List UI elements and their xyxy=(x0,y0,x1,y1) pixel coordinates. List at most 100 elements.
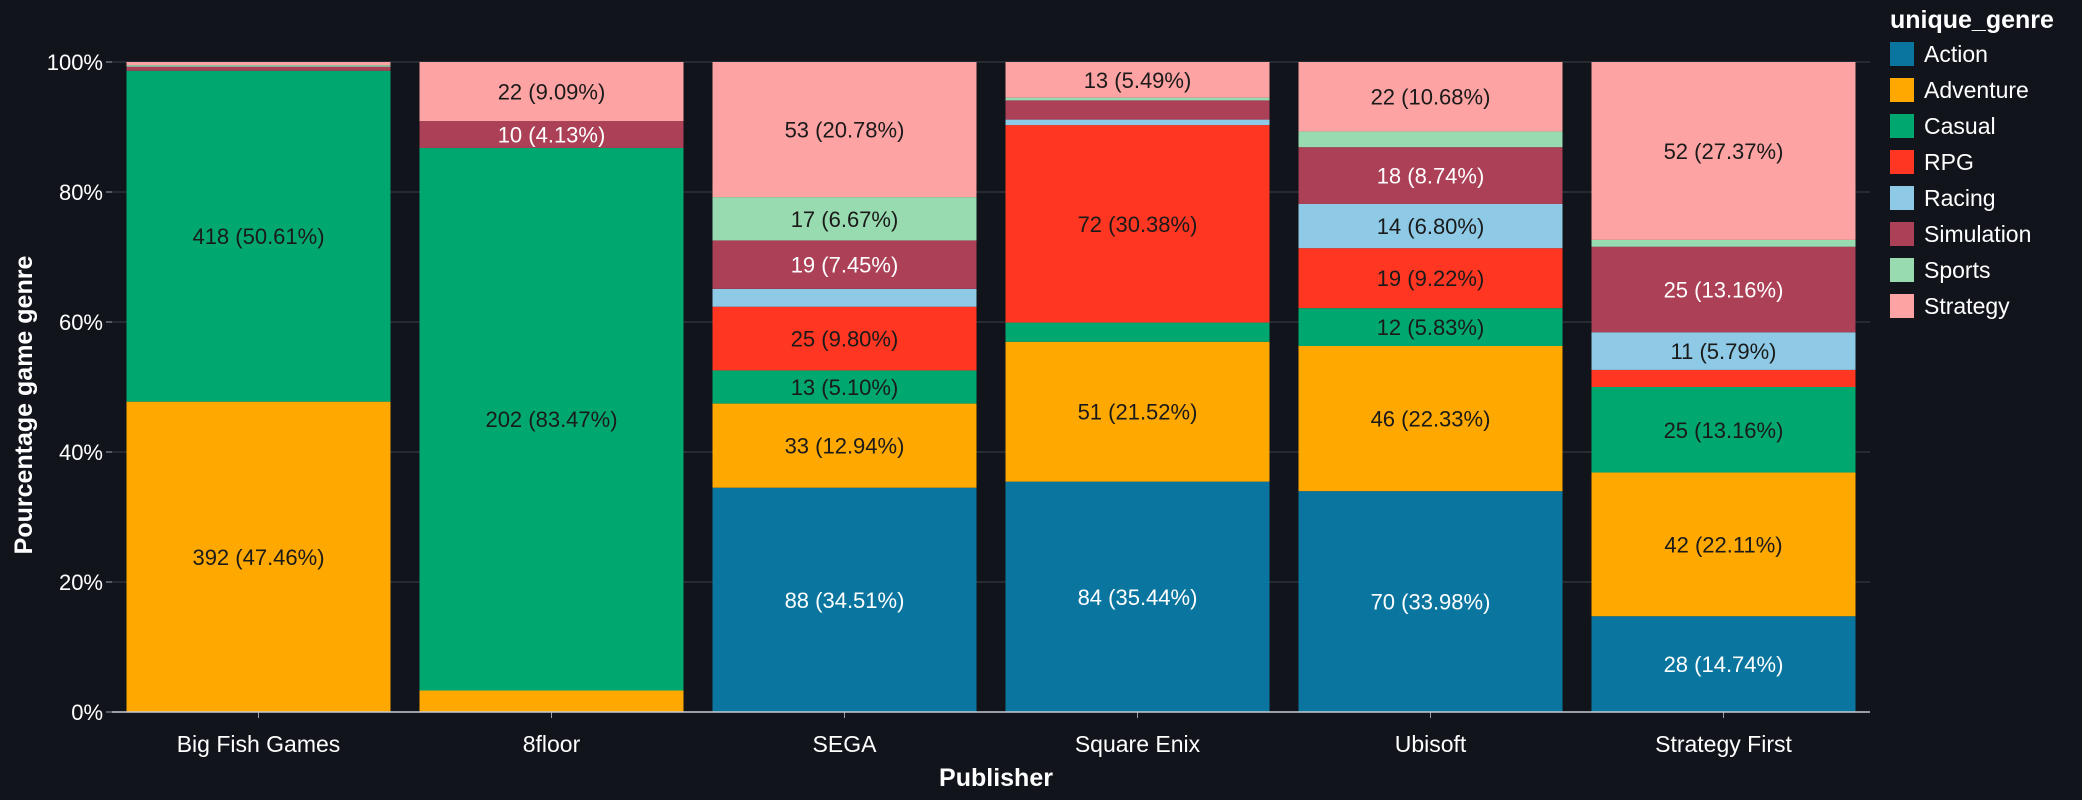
bar-value-label: 70 (33.98%) xyxy=(1371,590,1491,615)
legend-swatch-strategy xyxy=(1890,294,1914,318)
legend-swatch-action xyxy=(1890,42,1914,66)
bar-value-label: 25 (13.16%) xyxy=(1664,418,1784,443)
y-tick-label: 100% xyxy=(47,50,103,75)
legend-item-label: Strategy xyxy=(1924,293,2010,319)
bar-value-label: 19 (7.45%) xyxy=(791,253,899,278)
x-axis-title: Publisher xyxy=(939,764,1053,792)
bar-segment-casual xyxy=(1591,387,1856,473)
y-grid xyxy=(112,61,1870,583)
bar-segment-sports xyxy=(1298,131,1563,148)
legend-item-label: Sports xyxy=(1924,257,1990,283)
bar-value-label: 28 (14.74%) xyxy=(1664,652,1784,677)
x-tick-label: 8floor xyxy=(523,731,581,757)
bar-value-label: 25 (13.16%) xyxy=(1664,278,1784,303)
bar-segment-adventure xyxy=(712,403,977,488)
bar-segment-strategy xyxy=(1298,62,1563,132)
bar-value-label: 72 (30.38%) xyxy=(1078,212,1198,237)
bar-segment-rpg xyxy=(712,306,977,371)
bar-segment-action xyxy=(712,487,977,712)
x-axis: Big Fish Games 8floor SEGA Square Enix Ubiso… xyxy=(112,711,1870,757)
legend-swatch-racing xyxy=(1890,186,1914,210)
bar-segment-sports xyxy=(126,65,391,67)
bar-value-label: 88 (34.51%) xyxy=(785,588,905,613)
legend-item-label: Racing xyxy=(1924,185,1996,211)
bar-segment-racing xyxy=(712,288,977,307)
bar-segment-strategy xyxy=(1591,62,1856,240)
y-tick-label: 60% xyxy=(59,310,103,335)
bar-value-label: 12 (5.83%) xyxy=(1377,315,1485,340)
bar-segment-rpg xyxy=(1591,369,1856,387)
legend-item-label: Casual xyxy=(1924,113,1996,139)
legend-swatch-rpg xyxy=(1890,150,1914,174)
bar-segment-rpg xyxy=(1298,248,1563,309)
bar-value-label: 84 (35.44%) xyxy=(1078,585,1198,610)
x-tick-label: Strategy First xyxy=(1655,731,1792,757)
y-tick-label: 40% xyxy=(59,440,103,465)
y-tick-label: 0% xyxy=(71,700,103,725)
bar-labels-layer: 392 (47.46%) 418 (50.61%) 202 (83.47%) 10 (… xyxy=(192,68,1783,677)
bar-segment-strategy xyxy=(419,62,684,122)
legend-swatch-sports xyxy=(1890,258,1914,282)
legend-swatch-adventure xyxy=(1890,78,1914,102)
legend-title: unique_genre xyxy=(1890,6,2054,34)
bar-segment-strategy xyxy=(1005,62,1270,98)
bar-segment-simulation xyxy=(419,121,684,148)
y-tick-label: 80% xyxy=(59,180,103,205)
bar-segment-sports xyxy=(1591,239,1856,247)
bar-segment-adventure xyxy=(1005,341,1270,482)
bar-segment-casual xyxy=(419,147,684,691)
bar-segment-simulation xyxy=(126,66,391,71)
bar-value-label: 51 (21.52%) xyxy=(1078,400,1198,425)
bar-segment-simulation xyxy=(1298,147,1563,204)
legend-swatch-casual xyxy=(1890,114,1914,138)
bar-segment-casual xyxy=(126,70,391,402)
bar-segment-simulation xyxy=(1005,100,1270,120)
bar-segment-adventure xyxy=(126,401,391,712)
legend-item-label: Action xyxy=(1924,41,1988,67)
x-tick-label: Big Fish Games xyxy=(177,731,341,757)
x-tick-label: SEGA xyxy=(813,731,878,757)
bar-value-label: 22 (9.09%) xyxy=(498,80,606,105)
bar-value-label: 18 (8.74%) xyxy=(1377,164,1485,189)
x-tick-label: Square Enix xyxy=(1075,731,1201,757)
bar-value-label: 22 (10.68%) xyxy=(1371,85,1491,110)
bar-segment-sports xyxy=(712,197,977,241)
bar-value-label: 42 (22.11%) xyxy=(1664,532,1782,557)
bar-segment-strategy xyxy=(126,62,391,66)
bar-value-label: 46 (22.33%) xyxy=(1371,407,1491,432)
bar-segment-racing xyxy=(1005,119,1270,126)
x-tick-label: Ubisoft xyxy=(1395,731,1467,757)
legend-item-label: RPG xyxy=(1924,149,1974,175)
bar-segment-simulation xyxy=(1591,246,1856,333)
bar-segment-action xyxy=(1591,616,1856,712)
bar-value-label: 13 (5.49%) xyxy=(1084,68,1192,93)
y-axis: 0% 20% 40% 60% 80% 100% xyxy=(47,50,112,725)
bar-value-label: 13 (5.10%) xyxy=(791,375,899,400)
y-axis-title: Pourcentage game genre xyxy=(10,256,38,555)
bar-value-label: 418 (50.61%) xyxy=(192,224,324,249)
bar-value-label: 11 (5.79%) xyxy=(1671,339,1777,364)
bar-segment-casual xyxy=(1005,322,1270,342)
bar-segment-simulation xyxy=(712,240,977,289)
bar-value-label: 53 (20.78%) xyxy=(785,118,905,143)
bar-segment-adventure xyxy=(1591,472,1856,617)
bar-value-label: 14 (6.80%) xyxy=(1377,214,1485,239)
bar-segment-racing xyxy=(1591,332,1856,370)
bar-segment-strategy xyxy=(712,62,977,198)
bar-value-label: 17 (6.67%) xyxy=(791,207,899,232)
bar-segment-racing xyxy=(1298,203,1563,249)
bar-value-label: 10 (4.13%) xyxy=(498,123,606,148)
legend-swatch-simulation xyxy=(1890,222,1914,246)
bar-segment-adventure xyxy=(1298,345,1563,492)
bar-value-label: 52 (27.37%) xyxy=(1664,139,1784,164)
bar-value-label: 19 (9.22%) xyxy=(1377,266,1485,291)
legend-item-label: Simulation xyxy=(1924,221,2031,247)
bar-segment-rpg xyxy=(1005,125,1270,323)
bar-value-label: 392 (47.46%) xyxy=(192,545,324,570)
bar-value-label: 25 (9.80%) xyxy=(791,327,899,352)
legend-item-label: Adventure xyxy=(1924,77,2029,103)
bar-segment-action xyxy=(1298,491,1563,712)
bar-value-label: 202 (83.47%) xyxy=(485,407,617,432)
y-tick-label: 20% xyxy=(59,570,103,595)
